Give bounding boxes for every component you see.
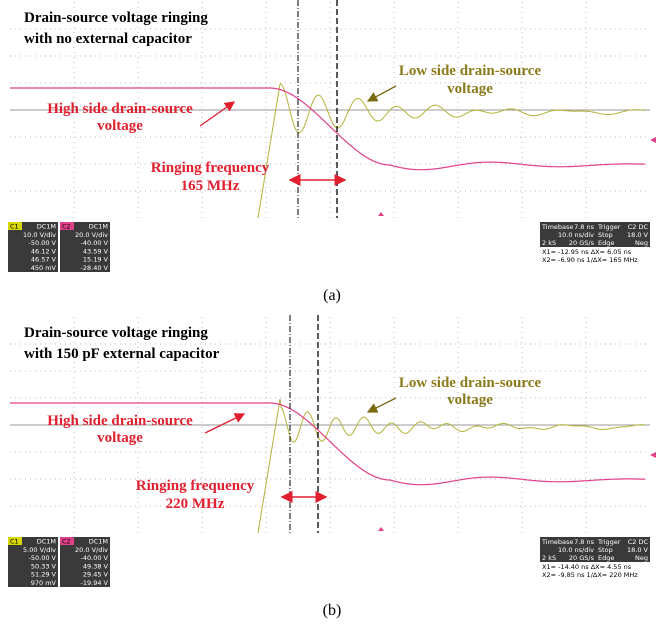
timebase-text: Timebase	[541, 223, 573, 231]
timebase-text: C2 DC	[628, 223, 649, 231]
timebase-text: Stop	[598, 231, 613, 239]
timebase-text: C2 DC	[628, 538, 649, 546]
panel-title: with no external capacitor	[24, 31, 192, 47]
readout-line: -28.40 V	[81, 264, 109, 272]
trigger-marker	[378, 527, 384, 531]
high-side-arrow	[200, 102, 234, 126]
caption: (b)	[323, 602, 342, 619]
trigger-marker	[378, 212, 384, 216]
level-marker	[650, 137, 656, 143]
channel-name: C2	[62, 538, 71, 546]
timebase-text: 2 kS	[542, 239, 556, 247]
readout-line: 46.57 V	[31, 256, 57, 264]
cursor-readout: X1= -12.95 ns ΔX= 6.05 ns	[542, 248, 632, 256]
caption: (a)	[323, 287, 341, 304]
channel-coupling: DC1M	[89, 538, 108, 546]
panel-title: with 150 pF external capacitor	[24, 346, 220, 362]
readout-line: 10.0 V/div	[23, 231, 56, 239]
timebase-text: 7.8 ns	[574, 538, 595, 546]
readout-line: 29.45 V	[83, 571, 109, 579]
readout-line: -19.94 V	[81, 579, 109, 587]
timebase-text: 7.8 ns	[574, 223, 595, 231]
timebase-text: 10.0 ns/div	[558, 546, 594, 554]
readout-line: 46.12 V	[31, 247, 57, 255]
channel-name: C1	[10, 538, 19, 546]
low-side-arrow	[368, 86, 396, 101]
readout-line: 20.0 V/div	[75, 231, 108, 239]
panel-title: Drain-source voltage ringing	[24, 10, 208, 26]
page: Drain-source voltage ringing with no exte…	[0, 0, 665, 632]
timebase-text: Stop	[598, 546, 613, 554]
readout-line: 51.29 V	[31, 571, 57, 579]
timebase-text: Trigger	[597, 223, 621, 231]
timebase-text: Trigger	[597, 538, 621, 546]
readout-line: -40.00 V	[81, 239, 109, 247]
channel-coupling: DC1M	[37, 538, 56, 546]
low-side-label: voltage	[447, 392, 493, 408]
timebase-text: 20 GS/s	[569, 554, 595, 562]
ringing-label: 165 MHz	[181, 178, 240, 194]
ringing-label: Ringing frequency	[136, 478, 255, 494]
timebase-text: 18.0 V	[627, 546, 649, 554]
panel-title: Drain-source voltage ringing	[24, 325, 208, 341]
timebase-text: 10.0 ns/div	[558, 231, 594, 239]
low-side-label: voltage	[447, 81, 493, 97]
readout-line: 43.59 V	[83, 247, 109, 255]
timebase-text: Neg	[635, 239, 648, 247]
channel-coupling: DC1M	[37, 223, 56, 231]
low-side-arrow	[368, 398, 396, 412]
level-marker	[650, 452, 656, 458]
readout-line: -40.00 V	[81, 554, 109, 562]
high-side-label: High side drain-source	[47, 101, 193, 117]
readout-line: 970 mV	[31, 579, 57, 587]
timebase-text: 2 kS	[542, 554, 556, 562]
channel-coupling: DC1M	[89, 223, 108, 231]
high-side-arrow	[205, 414, 244, 433]
timebase-text: 20 GS/s	[569, 239, 595, 247]
high-side-label: High side drain-source	[47, 413, 193, 429]
channel-name: C2	[62, 223, 71, 231]
timebase-text: Timebase	[541, 538, 573, 546]
timebase-text: Neg	[635, 554, 648, 562]
timebase-text: Edge	[598, 554, 614, 562]
low-side-label: Low side drain-source	[399, 63, 542, 79]
cursor-readout: X1= -14.40 ns ΔX= 4.55 ns	[542, 563, 632, 571]
cursor-readout: X2= -9.85 ns 1/ΔX= 220 MHz	[542, 571, 638, 579]
timebase-text: 18.0 V	[627, 231, 649, 239]
ringing-label: 220 MHz	[166, 496, 225, 512]
readout-line: -50.00 V	[29, 554, 57, 562]
channel-name: C1	[10, 223, 19, 231]
readout-line: 50.33 V	[31, 562, 57, 570]
readout-line: 15.19 V	[83, 256, 109, 264]
high-side-label: voltage	[97, 118, 143, 134]
high-side-label: voltage	[97, 430, 143, 446]
readout-line: 20.0 V/div	[75, 546, 108, 554]
cursor-readout: X2= -6.90 ns 1/ΔX= 165 MHz	[542, 256, 638, 264]
ringing-label: Ringing frequency	[151, 160, 270, 176]
readout-line: 5.00 V/div	[23, 546, 56, 554]
timebase-text: Edge	[598, 239, 614, 247]
readout-line: -50.00 V	[29, 239, 57, 247]
low-side-waveform	[258, 399, 645, 533]
low-side-waveform	[258, 84, 645, 218]
readout-line: 450 mV	[31, 264, 57, 272]
readout-line: 49.38 V	[83, 562, 109, 570]
figure: Drain-source voltage ringing with no exte…	[0, 0, 665, 632]
low-side-label: Low side drain-source	[399, 375, 542, 391]
